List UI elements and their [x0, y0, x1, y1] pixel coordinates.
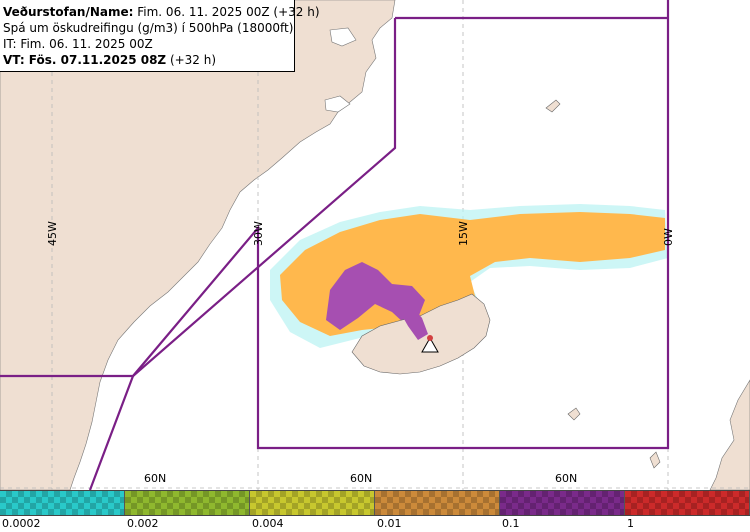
iceland-high-ash	[400, 306, 428, 340]
lon-label-15w: 15W	[457, 221, 470, 246]
greenland-fjord	[329, 27, 357, 47]
map-canvas: 45W 30W 15W 0W 60N 60N 60N	[0, 0, 750, 490]
lat-label-1: 60N	[144, 472, 166, 485]
legend-swatch	[250, 491, 375, 515]
volcano-marker[interactable]	[421, 335, 439, 353]
greenland-fjord	[324, 95, 351, 113]
name-value: Fim. 06. 11. 2025 00Z (+32 h)	[133, 5, 320, 19]
name-line: Veðurstofan/Name: Fim. 06. 11. 2025 00Z …	[3, 4, 320, 20]
legend-tick-label: 0.1	[502, 517, 520, 530]
ash-plume-low	[280, 212, 665, 336]
valid-time-line: VT: Fös. 07.11.2025 08Z (+32 h)	[3, 52, 291, 68]
norway-coast	[709, 379, 750, 490]
eruption-point	[427, 335, 433, 341]
shetland-island	[649, 451, 661, 469]
valid-time-label: VT: Fös. 07.11.2025 08Z	[3, 53, 167, 67]
legend-swatch	[625, 491, 750, 515]
greenland-landmass	[0, 0, 396, 490]
lon-label-45w: 45W	[46, 221, 59, 246]
legend-tick-label: 0.01	[377, 517, 402, 530]
concentration-legend: 0.0002 0.002 0.004 0.01 0.1 1	[0, 490, 750, 532]
lon-label-0w: 0W	[662, 228, 675, 246]
issue-time: IT: Fim. 06. 11. 2025 00Z	[3, 37, 153, 51]
valid-time-value: (+32 h)	[166, 53, 217, 67]
legend-swatch	[500, 491, 625, 515]
lat-label-2: 60N	[350, 472, 372, 485]
legend-swatch	[0, 491, 125, 515]
legend-tick-label: 1	[627, 517, 634, 530]
legend-swatch	[125, 491, 250, 515]
lat-label-3: 60N	[555, 472, 577, 485]
legend-swatch	[375, 491, 500, 515]
legend-color-bar	[0, 490, 750, 516]
product-line: Spá um öskudreifingu (g/m3) í 500hPa (18…	[3, 21, 294, 35]
lon-label-30w: 30W	[252, 221, 265, 246]
warning-triangle-icon	[421, 336, 439, 353]
ash-plume-high	[326, 262, 425, 330]
legend-tick-label: 0.004	[252, 517, 284, 530]
forecast-info-box: Veðurstofan/Name: Fim. 06. 11. 2025 00Z …	[0, 0, 320, 72]
legend-tick-label: 0.002	[127, 517, 159, 530]
faroe-islands	[567, 407, 581, 421]
name-label: Veðurstofan/Name:	[3, 5, 134, 19]
jan-mayen-island	[545, 99, 561, 113]
latitude-labels: 60N 60N 60N	[144, 472, 577, 485]
legend-tick-label: 0.0002	[2, 517, 41, 530]
longitude-labels: 45W 30W 15W 0W	[46, 221, 675, 246]
fir-boundary	[0, 0, 670, 490]
